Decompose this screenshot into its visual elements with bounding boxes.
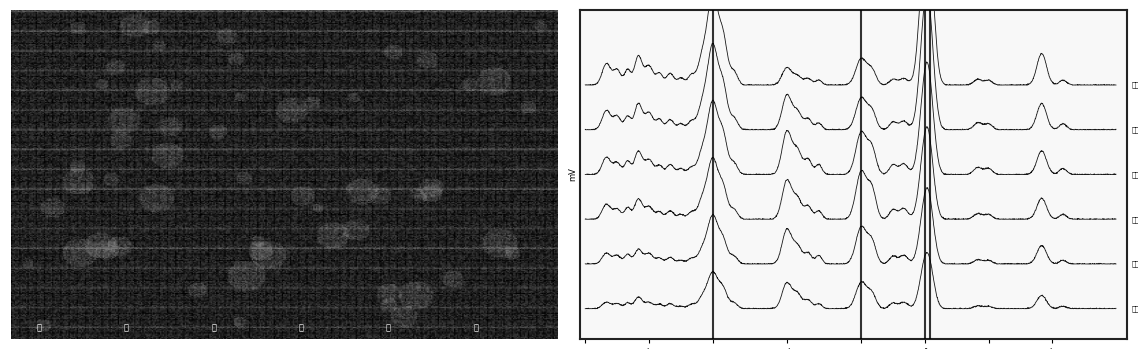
Text: 마: 마 (386, 323, 391, 332)
Text: 종입: 종입 (1132, 305, 1138, 312)
Text: 로상입: 로상입 (1132, 261, 1138, 267)
Text: 다: 다 (212, 323, 216, 332)
Text: 가: 가 (36, 323, 41, 332)
Text: 준주: 준주 (1132, 171, 1138, 178)
Text: 바: 바 (473, 323, 479, 332)
Text: 나: 나 (124, 323, 129, 332)
Text: 라: 라 (298, 323, 304, 332)
Y-axis label: mV: mV (568, 168, 577, 181)
Text: 블스폴린: 블스폴린 (1132, 82, 1138, 88)
Text: 강릅: 강릅 (1132, 126, 1138, 133)
Text: 전주: 전주 (1132, 216, 1138, 223)
